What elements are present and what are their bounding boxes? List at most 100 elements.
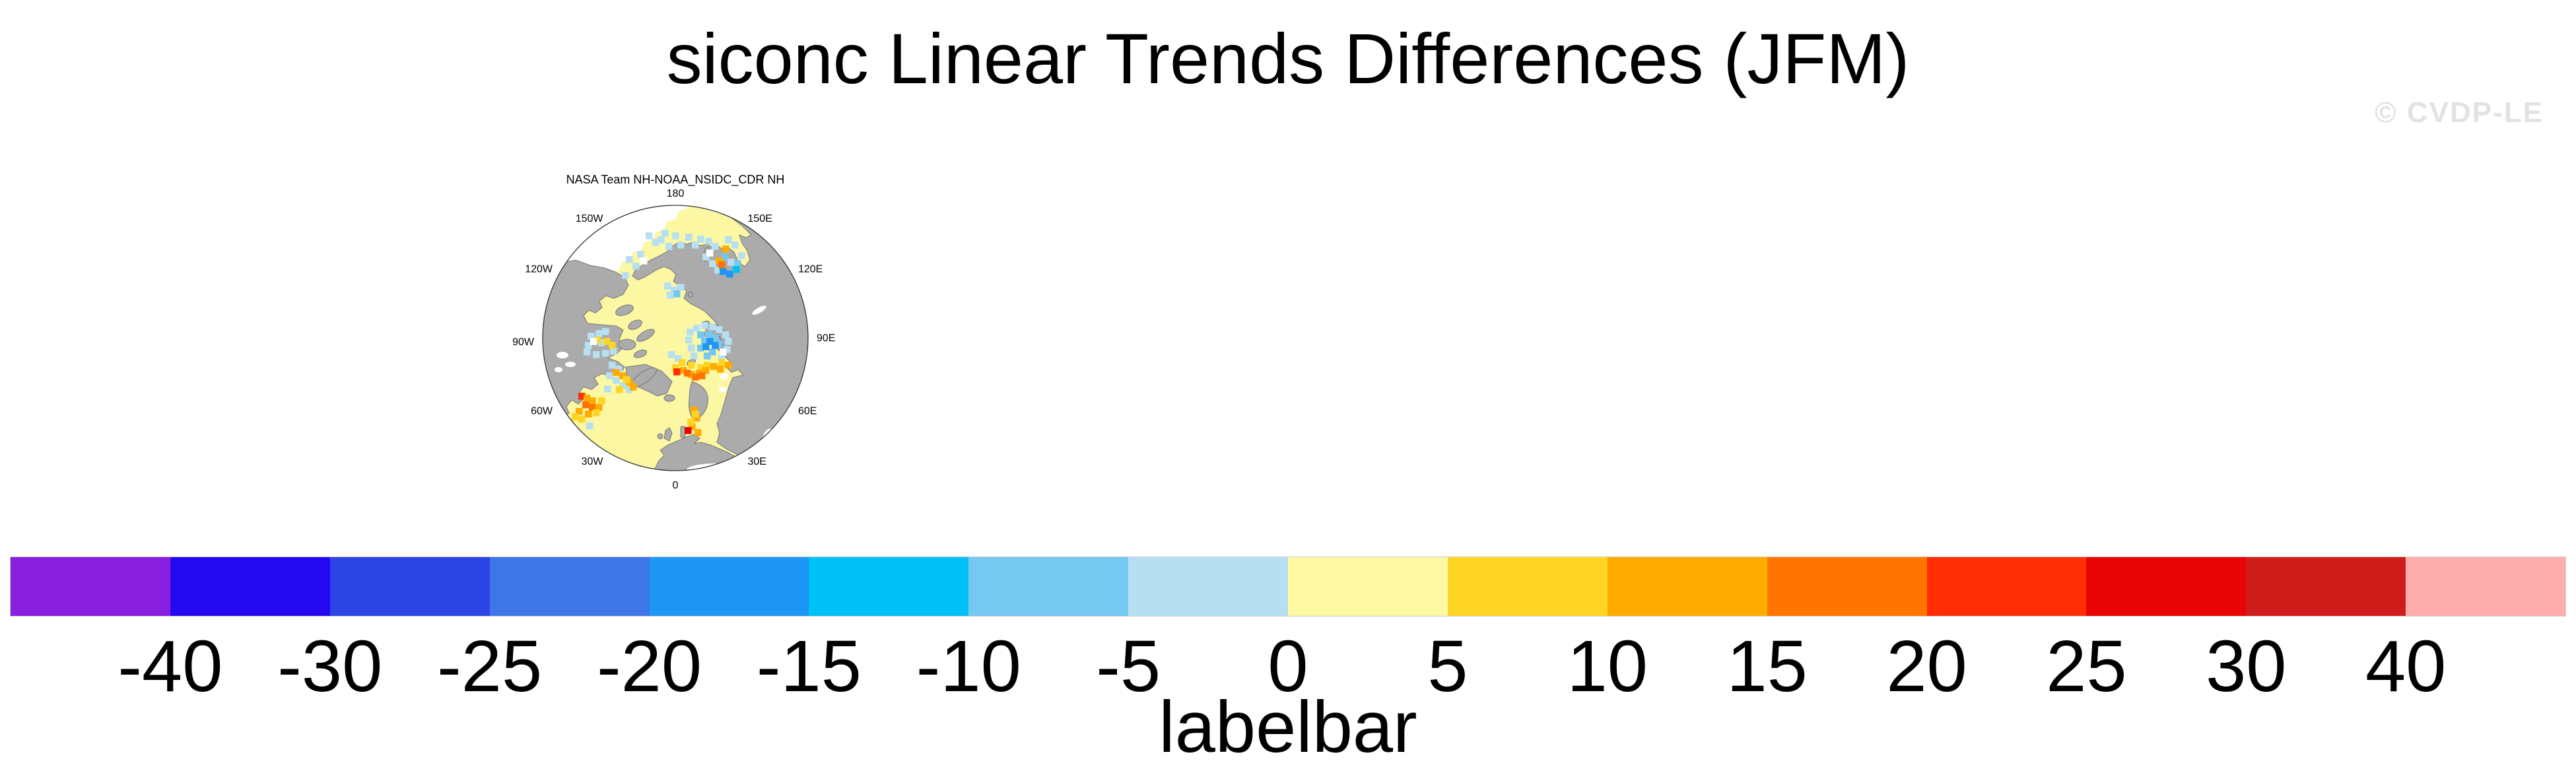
land-britain (663, 427, 673, 442)
land-iceland (663, 394, 675, 402)
trend-cell (609, 362, 616, 369)
trend-cell (724, 346, 731, 353)
trend-cell (721, 253, 728, 261)
trend-cell (706, 338, 714, 345)
trend-cell (702, 253, 710, 261)
trend-cell (716, 257, 723, 265)
lake-ladoga (719, 387, 727, 392)
lon-label-60W: 60W (531, 406, 553, 417)
labelbar-tick--40: -40 (118, 626, 223, 707)
trend-cell (692, 242, 699, 249)
trend-cell (613, 369, 620, 376)
trend-cell (622, 272, 629, 279)
trend-cell (589, 397, 596, 405)
polar-map: NASA Team NH-NOAA_NSIDC_CDR NH (512, 173, 835, 491)
trend-cell (718, 359, 726, 366)
lake-great-bear (557, 352, 568, 358)
longitude-labels: 180 150E 120E 90E 60E 30E 0 30W 60W 90W 120W 150W (512, 188, 835, 491)
lake-winnipeg (555, 367, 562, 372)
trend-cell (722, 331, 729, 339)
trend-cell (720, 349, 727, 356)
trend-cell (697, 331, 704, 339)
labelbar-swatch-1 (170, 557, 330, 616)
trend-cell (714, 267, 722, 274)
labelbar-swatch-7 (1128, 557, 1288, 616)
trend-cell (688, 371, 695, 378)
trend-cell (733, 266, 740, 273)
trend-cell (672, 232, 679, 240)
trend-cell (705, 238, 712, 245)
trend-cell (578, 416, 586, 423)
trend-cell (572, 413, 579, 420)
trend-cell (582, 401, 590, 409)
trend-cell (710, 363, 718, 370)
trend-cell (646, 232, 653, 240)
land-arctic-island-3 (633, 349, 648, 358)
labelbar-swatch-8 (1288, 557, 1448, 616)
trend-cell (692, 374, 699, 381)
trend-cell (712, 334, 719, 341)
trend-cell (665, 243, 673, 250)
labelbar-swatch-6 (968, 557, 1129, 616)
trend-cell (564, 422, 571, 430)
trend-cell (584, 349, 591, 356)
trend-cell (697, 364, 704, 372)
trend-cell (693, 325, 700, 332)
trend-cell (616, 386, 623, 393)
lon-label-90W: 90W (512, 337, 535, 348)
trend-cell (672, 364, 679, 372)
land-arctic-island-1 (628, 319, 642, 330)
labelbar-tick-40: 40 (2365, 626, 2447, 707)
trend-cell (603, 338, 611, 345)
lon-label-60E: 60E (798, 406, 817, 417)
trend-cell (671, 286, 678, 294)
lake-baikal (752, 306, 766, 315)
trend-cell (589, 404, 596, 411)
trend-cell (602, 350, 609, 357)
trend-cell (691, 353, 698, 360)
lon-label-150E: 150E (748, 213, 772, 224)
trend-cell (594, 337, 601, 344)
trend-cell (698, 372, 706, 380)
trend-cell (667, 292, 674, 299)
trend-cell (695, 429, 702, 436)
labelbar-swatch-15 (2406, 557, 2565, 616)
land-severnaya-zemlya (687, 291, 694, 298)
labelbar-tick-20: 20 (1886, 626, 1967, 707)
trend-cell (731, 242, 739, 249)
trend-cell (652, 239, 660, 246)
trend-cell (685, 337, 693, 344)
trend-cell (688, 345, 695, 352)
trend-cell (709, 323, 716, 331)
trend-cell (602, 328, 609, 335)
trend-cell (673, 290, 681, 298)
labelbar-tick--25: -25 (437, 626, 543, 707)
trend-cell (578, 393, 586, 400)
land-north-america (543, 259, 629, 426)
trend-cell (693, 415, 700, 422)
labelbar-tick--20: -20 (597, 626, 702, 707)
land-arctic-island-2 (636, 329, 655, 342)
lake-great-slave (565, 362, 576, 367)
trend-cell (668, 351, 675, 358)
labelbar-tick-5: 5 (1427, 626, 1468, 707)
trend-cell (606, 372, 613, 380)
labelbar-tick--15: -15 (756, 626, 862, 707)
trend-cell (623, 376, 630, 384)
labelbar-swatch-11 (1767, 557, 1927, 616)
trend-cell (716, 326, 723, 333)
trend-cell (658, 236, 665, 244)
trend-cell (734, 260, 741, 267)
trend-cell (717, 366, 724, 373)
trend-cell (588, 333, 595, 340)
trend-cell (593, 409, 600, 417)
labelbar-swatch-5 (809, 557, 969, 616)
lon-label-180: 180 (667, 188, 685, 199)
trend-cell (661, 230, 669, 237)
trend-cell (598, 397, 605, 405)
trend-cell (586, 422, 593, 430)
trend-cell (640, 257, 648, 265)
lon-label-90E: 90E (817, 333, 835, 344)
white-sea (720, 373, 728, 380)
